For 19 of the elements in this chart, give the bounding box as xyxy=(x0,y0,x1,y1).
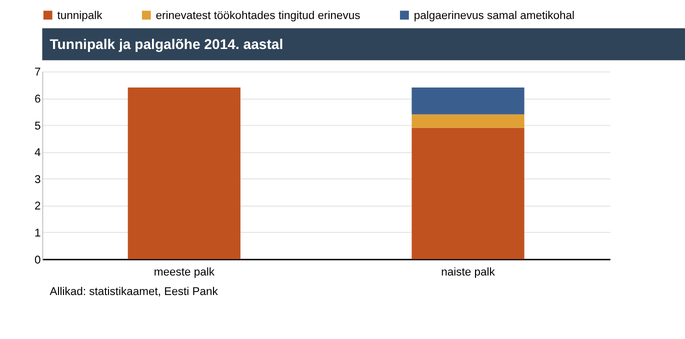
legend-label: erinevatest töökohtades tingitud erinevus xyxy=(156,10,361,22)
x-tick-label: meeste palk xyxy=(154,266,215,279)
y-tick-label: 6 xyxy=(34,93,41,106)
y-tick-label: 7 xyxy=(34,66,41,79)
x-tick-label: naiste palk xyxy=(441,266,496,279)
y-tick-label: 2 xyxy=(34,200,41,213)
bar xyxy=(128,88,240,260)
y-tick-label: 0 xyxy=(34,254,41,266)
bar xyxy=(412,114,524,128)
text: Allikad: statistikaamet, Eesti Pank xyxy=(50,286,218,298)
y-tick-label: 3 xyxy=(34,174,41,186)
y-tick-label: 5 xyxy=(34,120,41,132)
legend-label: tunnipalk xyxy=(57,10,103,22)
legend-label: palgaerinevus samal ametikohal xyxy=(414,10,575,22)
chart-title: Tunnipalk ja palgalõhe 2014. aastal xyxy=(50,36,284,52)
bar xyxy=(412,128,524,260)
y-tick-label: 4 xyxy=(34,147,41,160)
y-tick-label: 1 xyxy=(34,228,41,240)
bar xyxy=(412,88,524,114)
